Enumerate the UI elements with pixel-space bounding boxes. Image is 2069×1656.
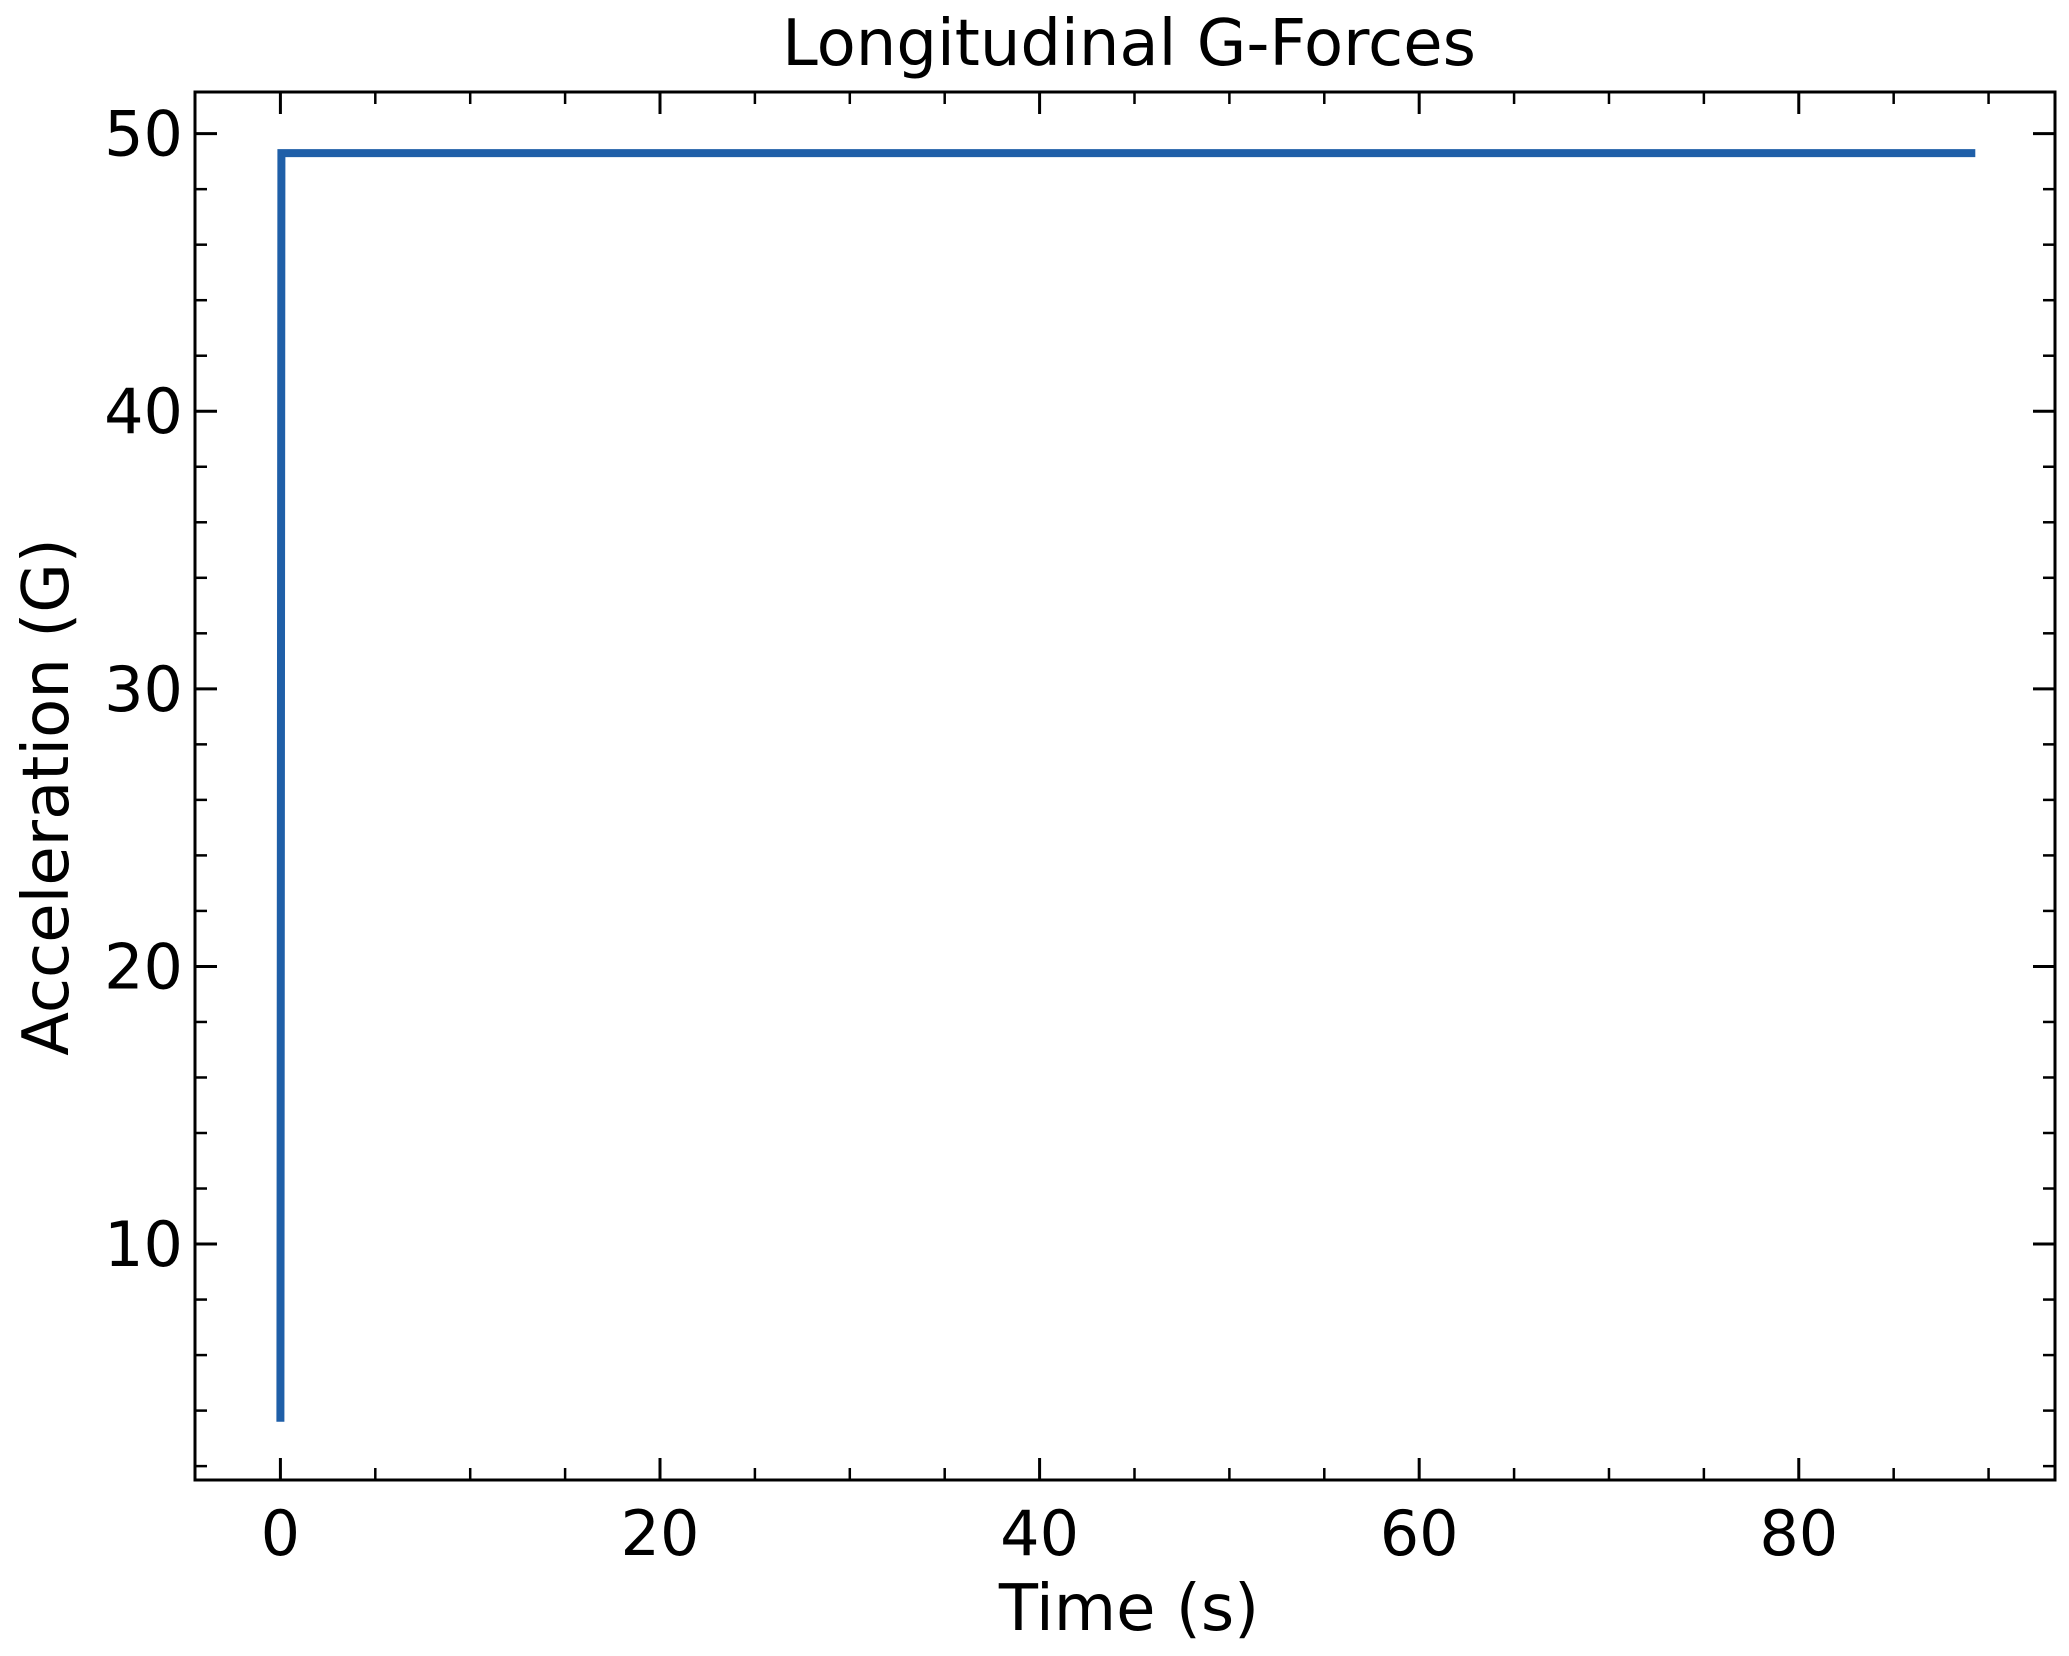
chart-title: Longitudinal G-Forces	[782, 7, 1476, 81]
plot-frame	[193, 90, 2057, 1482]
major-ticks	[195, 92, 2055, 1480]
x-tick-label: 0	[261, 1497, 300, 1570]
y-axis-label: Acceleration (G)	[10, 538, 84, 1056]
x-axis-label: Time (s)	[998, 1572, 1259, 1646]
y-tick-label: 50	[104, 98, 183, 171]
y-tick-label: 40	[104, 375, 183, 448]
plot-area	[193, 90, 2057, 1482]
series-layer	[276, 149, 1976, 1422]
x-tick-label: 60	[1380, 1497, 1459, 1570]
x-tick-label: 20	[621, 1497, 700, 1570]
minor-ticks	[195, 92, 2055, 1480]
y-tick-label: 10	[104, 1208, 183, 1281]
y-tick-labels: 10 20 30 40 50	[104, 98, 183, 1281]
x-tick-labels: 0 20 40 60 80	[261, 1497, 1839, 1570]
y-tick-label: 20	[104, 930, 183, 1003]
series-line	[276, 149, 1976, 1422]
x-tick-label: 40	[1000, 1497, 1079, 1570]
y-tick-label: 30	[104, 653, 183, 726]
x-tick-label: 80	[1759, 1497, 1838, 1570]
